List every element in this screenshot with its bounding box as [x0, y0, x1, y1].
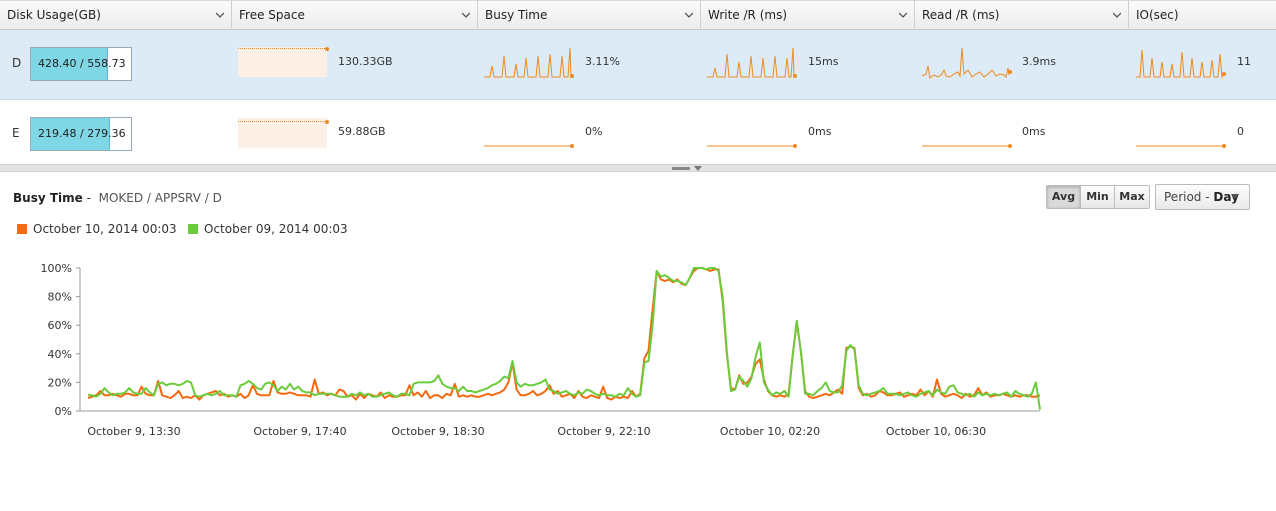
column-label: Busy Time — [485, 8, 548, 22]
drive-letter: E — [12, 126, 20, 140]
grip-handle-icon[interactable] — [672, 167, 690, 170]
column-label: Write /R (ms) — [708, 8, 787, 22]
column-header-free-space[interactable]: Free Space — [232, 1, 478, 30]
busy-time-value: 3.11% — [585, 55, 620, 68]
busy-time-chart: 0% 20% 40% 60% 80% 100% October 9, 13:30 Octobe… — [41, 262, 1041, 438]
column-label: Read /R (ms) — [922, 8, 1000, 22]
chevron-down-icon[interactable] — [1113, 11, 1121, 19]
legend-label: October 09, 2014 00:03 — [204, 222, 348, 236]
column-header-write[interactable]: Write /R (ms) — [701, 1, 915, 30]
read-sparkline — [922, 144, 1012, 148]
free-space-sparkline — [238, 47, 329, 77]
column-header-io[interactable]: IO(sec) — [1129, 1, 1276, 30]
io-sparkline — [1136, 49, 1226, 79]
busy-sparkline — [484, 47, 574, 79]
drive-letter: D — [12, 56, 22, 70]
legend-label: October 10, 2014 00:03 — [33, 222, 177, 236]
min-button[interactable]: Min — [1081, 186, 1115, 208]
free-space-sparkline — [238, 118, 329, 148]
x-tick-label: October 10, 06:30 — [886, 425, 986, 438]
breadcrumb: MOKED / APPSRV / D — [98, 191, 222, 205]
y-tick-label: 80% — [48, 291, 72, 304]
disk-usage-bar: 428.40 / 558.73 — [30, 47, 132, 81]
disk-usage-fill — [31, 118, 110, 150]
column-label: IO(sec) — [1136, 8, 1179, 22]
read-value: 3.9ms — [1022, 55, 1056, 68]
disk-usage-fill — [31, 48, 108, 80]
column-header-read[interactable]: Read /R (ms) — [915, 1, 1129, 30]
caret-down-icon — [1231, 194, 1239, 199]
disk-usage-text: 428.40 / 558.73 — [38, 57, 126, 70]
chevron-down-icon[interactable] — [462, 11, 470, 19]
y-tick-label: 60% — [48, 319, 72, 332]
write-sparkline — [707, 144, 797, 148]
chevron-down-icon[interactable] — [899, 11, 907, 19]
busy-sparkline — [484, 144, 574, 148]
legend-swatch-green — [188, 224, 198, 234]
detail-title: Busy Time - MOKED / APPSRV / D — [13, 191, 222, 205]
column-label: Disk Usage(GB) — [7, 8, 101, 22]
chevron-down-icon[interactable] — [216, 11, 224, 19]
x-tick-label: October 9, 22:10 — [557, 425, 650, 438]
avg-button[interactable]: Avg — [1047, 186, 1081, 208]
legend-item-series-2[interactable]: October 09, 2014 00:03 — [188, 222, 348, 236]
table-row[interactable]: E 219.48 / 279.36 59.88GB 0% 0ms 0ms 0 — [0, 100, 1276, 164]
write-value: 15ms — [808, 55, 839, 68]
legend-swatch-orange — [17, 224, 27, 234]
write-sparkline — [707, 47, 797, 79]
panel-splitter[interactable] — [0, 164, 1276, 172]
aggregation-toggle: Avg Min Max — [1046, 185, 1150, 209]
x-tick-label: October 9, 13:30 — [87, 425, 180, 438]
collapse-arrow-icon[interactable] — [694, 166, 702, 171]
y-tick-label: 40% — [48, 348, 72, 361]
y-tick-label: 0% — [55, 405, 72, 418]
io-value: 11 — [1237, 55, 1251, 68]
column-header-busy-time[interactable]: Busy Time — [478, 1, 701, 30]
read-sparkline — [921, 47, 1012, 79]
write-value: 0ms — [808, 125, 832, 138]
column-label: Free Space — [239, 8, 305, 22]
io-sparkline — [1136, 144, 1226, 148]
title-separator: - — [86, 191, 91, 205]
free-space-value: 130.33GB — [338, 55, 393, 68]
y-tick-label: 20% — [48, 376, 72, 389]
column-header-disk-usage[interactable]: Disk Usage(GB) — [0, 1, 232, 30]
period-label: Period - — [1164, 190, 1214, 204]
chevron-down-icon[interactable] — [685, 11, 693, 19]
series-line-2 — [88, 267, 1041, 410]
disk-usage-bar: 219.48 / 279.36 — [30, 117, 132, 151]
period-dropdown[interactable]: Period - Day — [1155, 184, 1250, 210]
table-header: Disk Usage(GB) Free Space Busy Time Writ… — [0, 0, 1276, 30]
io-value: 0 — [1237, 125, 1244, 138]
free-space-value: 59.88GB — [338, 125, 386, 138]
period-value: Day — [1213, 190, 1239, 204]
x-tick-label: October 9, 18:30 — [391, 425, 484, 438]
legend-item-series-1[interactable]: October 10, 2014 00:03 — [17, 222, 177, 236]
busy-time-value: 0% — [585, 125, 603, 138]
x-tick-label: October 10, 02:20 — [720, 425, 820, 438]
max-button[interactable]: Max — [1115, 186, 1149, 208]
disk-usage-text: 219.48 / 279.36 — [38, 127, 126, 140]
series-line-1 — [87, 267, 1041, 401]
metric-name: Busy Time — [13, 191, 83, 205]
y-tick-label: 100% — [41, 262, 72, 275]
table-row[interactable]: D 428.40 / 558.73 130.33GB 3.11% 15ms 3.… — [0, 30, 1276, 100]
x-tick-label: October 9, 17:40 — [253, 425, 346, 438]
read-value: 0ms — [1022, 125, 1046, 138]
